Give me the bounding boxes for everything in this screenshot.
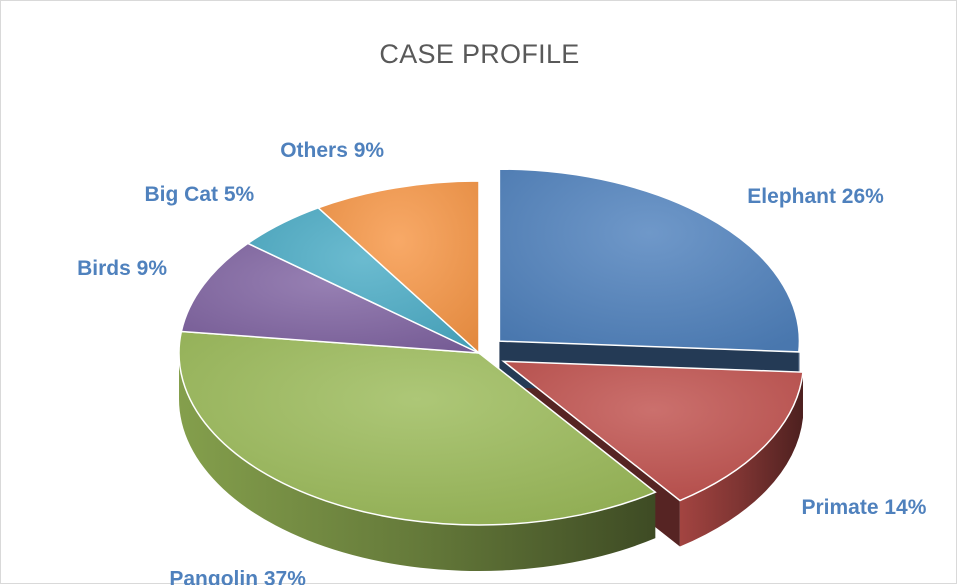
slice-side-primate: [679, 372, 803, 547]
slice-birds: [180, 242, 480, 354]
slice-primate: [501, 360, 804, 502]
slice-side-pangolin: [179, 353, 656, 572]
slice-others: [316, 180, 480, 355]
chart-title: CASE PROFILE: [379, 39, 580, 69]
slice-pangolin: [178, 330, 657, 526]
data-label-big-cat: Big Cat 5%: [145, 183, 255, 206]
pie-tops: [178, 168, 804, 526]
data-label-others: Others 9%: [280, 139, 384, 162]
data-label-pangolin: Pangolin 37%: [169, 567, 306, 585]
pie-labels: Elephant 26% Primate 14% Pangolin 37% Birds…: [77, 139, 927, 585]
slice-elephant: [498, 168, 801, 353]
data-label-primate: Primate 14%: [802, 496, 927, 519]
data-label-birds: Birds 9%: [77, 257, 167, 280]
data-label-elephant: Elephant 26%: [747, 185, 884, 208]
